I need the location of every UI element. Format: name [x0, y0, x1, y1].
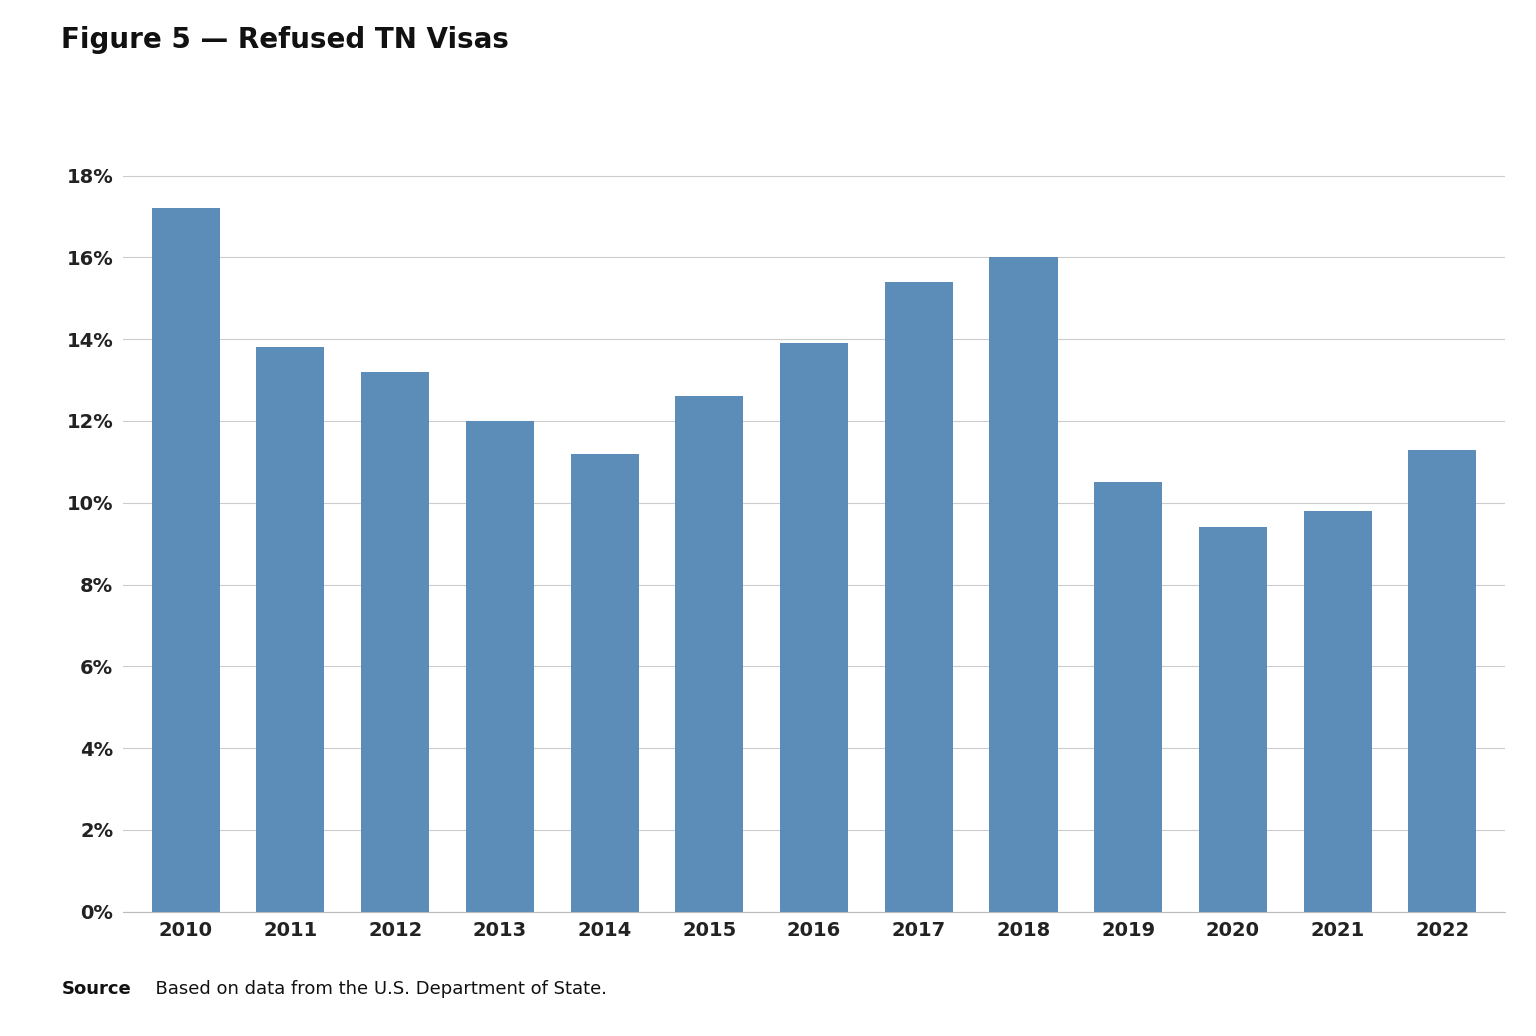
Bar [885, 282, 952, 912]
Bar [570, 454, 639, 912]
Bar [257, 347, 324, 912]
Bar [465, 421, 535, 912]
Bar [1304, 511, 1372, 912]
Bar [361, 372, 429, 912]
Text: Based on data from the U.S. Department of State.: Based on data from the U.S. Department o… [144, 980, 607, 999]
Bar [1200, 527, 1267, 912]
Bar [989, 257, 1058, 912]
Bar [1409, 450, 1476, 912]
Text: Figure 5 — Refused TN Visas: Figure 5 — Refused TN Visas [61, 26, 510, 54]
Bar [676, 397, 743, 912]
Text: Source: Source [61, 980, 131, 999]
Bar [780, 343, 848, 912]
Bar [152, 208, 220, 912]
Bar [1094, 483, 1163, 912]
